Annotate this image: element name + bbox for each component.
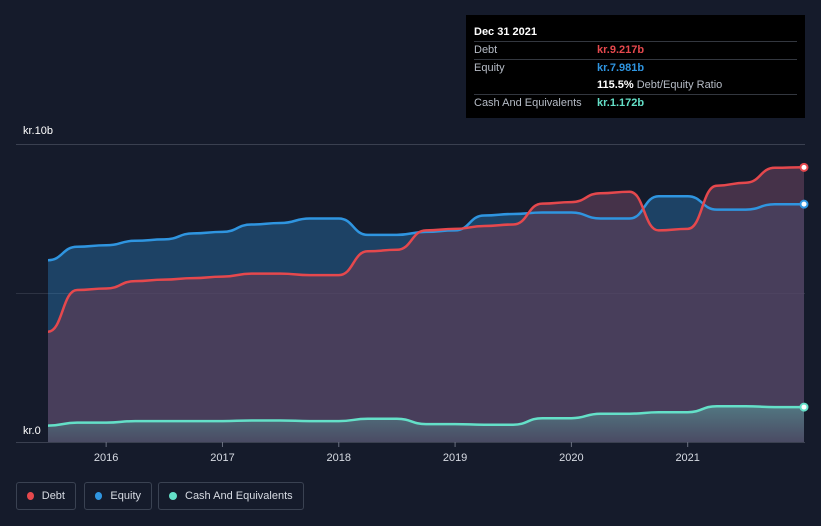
x-tick-label: 2020 xyxy=(559,452,583,464)
tooltip-equity-value: kr.7.981b xyxy=(597,62,645,74)
x-axis: 2016 2017 2018 2019 2020 2021 xyxy=(94,442,700,464)
x-tick-label: 2017 xyxy=(210,452,234,464)
tooltip-debt-value: kr.9.217b xyxy=(597,44,645,56)
tooltip-label: Cash And Equivalents xyxy=(474,97,582,109)
x-tick-label: 2016 xyxy=(94,452,118,464)
tooltip-label xyxy=(474,77,597,94)
tooltip-label: Equity xyxy=(474,62,505,74)
legend-label: Equity xyxy=(110,490,141,502)
tooltip-row-ratio: 115.5% Debt/Equity Ratio xyxy=(474,77,797,94)
overlap-area xyxy=(48,167,804,443)
tooltip-row-debt: Debt kr.9.217b xyxy=(474,41,797,59)
x-tick-label: 2019 xyxy=(443,452,467,464)
legend-dot-icon xyxy=(95,492,103,500)
end-marker-equity xyxy=(799,199,809,209)
tooltip-ratio-caption: Debt/Equity Ratio xyxy=(636,79,723,91)
end-marker-cash-and-equivalents xyxy=(799,402,809,412)
legend-label: Debt xyxy=(41,490,65,502)
series-areas xyxy=(48,167,804,443)
legend-item-debt[interactable]: Debt xyxy=(16,482,76,510)
legend-label: Cash And Equivalents xyxy=(185,490,293,502)
legend-dot-icon xyxy=(27,492,34,500)
legend-item-cash[interactable]: Cash And Equivalents xyxy=(158,482,304,510)
x-tick-label: 2018 xyxy=(327,452,351,464)
tooltip-label: Debt xyxy=(474,44,498,56)
series-line-cash-and-equivalents xyxy=(47,404,804,427)
tooltip-cash-value: kr.1.172b xyxy=(597,97,645,109)
series-lines xyxy=(47,166,805,427)
series-line-equity xyxy=(47,194,804,262)
legend-dot-icon xyxy=(169,492,177,500)
x-tick-label: 2021 xyxy=(675,452,699,464)
y-axis-top-label: kr.10b xyxy=(23,125,53,137)
end-markers xyxy=(799,162,809,412)
tooltip-row-cash: Cash And Equivalents kr.1.172b xyxy=(474,94,797,112)
y-axis-bottom-label: kr.0 xyxy=(23,425,41,437)
tooltip-row-equity: Equity kr.7.981b xyxy=(474,59,797,77)
tooltip-panel: Dec 31 2021 Debt kr.9.217b Equity kr.7.9… xyxy=(466,15,805,118)
tooltip-ratio-value: 115.5% xyxy=(597,79,634,91)
end-marker-debt xyxy=(799,162,809,172)
series-line-debt xyxy=(47,166,805,333)
tooltip-date: Dec 31 2021 xyxy=(474,26,537,38)
legend-item-equity[interactable]: Equity xyxy=(84,482,152,510)
